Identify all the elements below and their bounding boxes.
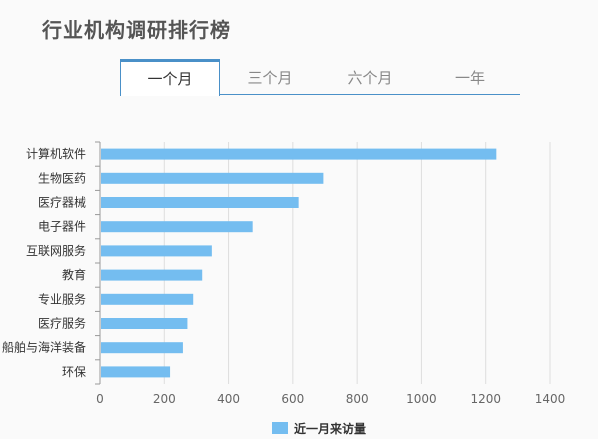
category-label: 教育 bbox=[62, 267, 86, 282]
category-label: 互联网服务 bbox=[26, 243, 86, 258]
bar bbox=[101, 197, 299, 208]
tabs-underline bbox=[120, 94, 520, 95]
bar bbox=[101, 148, 497, 160]
category-label: 计算机软件 bbox=[26, 146, 86, 161]
category-label: 电子器件 bbox=[38, 220, 86, 234]
bar bbox=[101, 172, 324, 184]
bar bbox=[101, 269, 203, 281]
bar bbox=[101, 342, 183, 354]
tab-one-year[interactable]: 一年 bbox=[454, 69, 485, 87]
category-label: 环保 bbox=[62, 365, 86, 379]
page-title: 行业机构调研排行榜 bbox=[42, 18, 231, 42]
bar bbox=[101, 221, 253, 233]
category-label: 专业服务 bbox=[38, 291, 86, 306]
bar bbox=[101, 366, 171, 378]
legend-swatch bbox=[272, 422, 288, 434]
bar bbox=[101, 318, 188, 329]
category-label: 医疗器械 bbox=[38, 195, 86, 210]
category-label: 医疗服务 bbox=[38, 316, 86, 331]
x-tick-label: 200 bbox=[153, 392, 176, 406]
category-label: 生物医药 bbox=[38, 171, 86, 185]
tab-one-month[interactable]: 一个月 bbox=[120, 59, 220, 96]
x-tick-label: 1400 bbox=[535, 392, 566, 406]
chart-legend[interactable]: 近一月来访量 bbox=[272, 419, 366, 437]
tab-three-months[interactable]: 三个月 bbox=[247, 69, 293, 87]
category-label: 船舶与海洋装备 bbox=[2, 340, 86, 355]
bar bbox=[101, 245, 212, 257]
x-tick-label: 800 bbox=[346, 392, 369, 406]
legend-label: 近一月来访量 bbox=[294, 421, 367, 436]
period-tabs: 一个月 三个月 六个月 一年 bbox=[120, 59, 520, 96]
x-tick-label: 400 bbox=[217, 392, 240, 406]
bar bbox=[101, 293, 194, 305]
x-tick-label: 0 bbox=[96, 392, 104, 406]
x-tick-label: 1200 bbox=[470, 392, 501, 406]
tab-six-months[interactable]: 六个月 bbox=[347, 69, 393, 87]
x-tick-label: 1000 bbox=[406, 392, 437, 406]
x-tick-label: 600 bbox=[281, 392, 304, 406]
